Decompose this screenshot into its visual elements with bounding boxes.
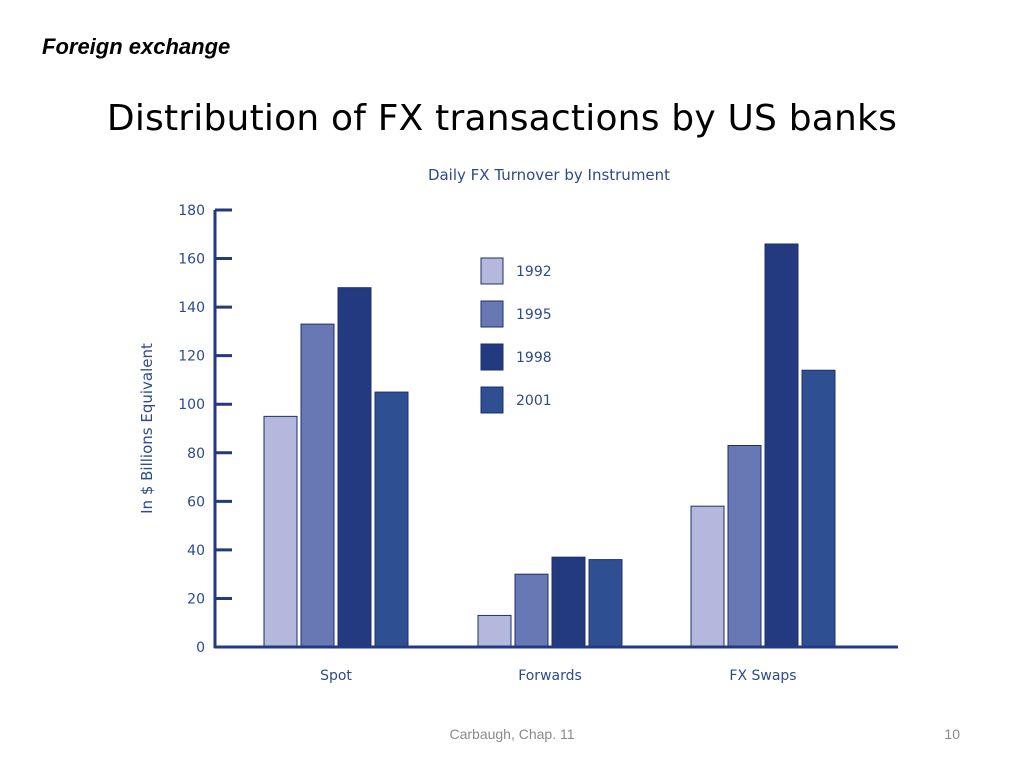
bar-spot-1995: [300, 323, 335, 648]
legend-swatch-1992: [480, 257, 504, 285]
legend-swatch-1998: [480, 343, 504, 371]
slide-title: Distribution of FX transactions by US ba…: [106, 98, 898, 139]
legend-swatch-2001: [480, 386, 504, 414]
bar-spot-1992: [263, 415, 298, 648]
x-axis-labels: Spot Forwards FX Swaps: [320, 668, 797, 684]
bar-forwards-2001: [588, 559, 623, 648]
y-tick-label: 120: [178, 349, 205, 365]
x-tick-label: Forwards: [518, 668, 582, 684]
bar-fx-swaps-1998: [764, 243, 799, 648]
y-tick-label: 80: [187, 446, 205, 462]
bar-forwards-1998: [551, 556, 586, 648]
y-tick-label: 60: [187, 494, 205, 510]
y-tick-label: 160: [178, 252, 205, 268]
bar-forwards-1995: [514, 573, 549, 648]
chart-title: Daily FX Turnover by Instrument: [428, 166, 670, 184]
bar-forwards-1992: [477, 614, 512, 648]
x-tick-label: Spot: [320, 668, 352, 684]
legend: 1992 1995 1998 2001: [480, 257, 552, 414]
y-axis-label: In $ Billions Equivalent: [138, 343, 156, 514]
legend-label: 1995: [516, 307, 552, 323]
footer-source: Carbaugh, Chap. 11: [449, 726, 575, 742]
page-number: 10: [944, 726, 960, 742]
y-tick-label: 0: [196, 640, 205, 656]
y-axis-ticks: 0 20 40 60 80 100 120 140 160 180: [178, 203, 232, 656]
bar-fx-swaps-1995: [727, 444, 762, 648]
x-tick-label: FX Swaps: [729, 668, 796, 684]
y-tick-label: 40: [187, 543, 205, 559]
y-tick-label: 140: [178, 300, 205, 316]
bar-fx-swaps-2001: [801, 369, 836, 648]
bars: [263, 243, 836, 648]
section-label: Foreign exchange: [42, 34, 231, 59]
legend-label: 1992: [516, 264, 552, 280]
legend-label: 2001: [516, 393, 552, 409]
bar-fx-swaps-1992: [690, 505, 725, 648]
y-tick-label: 20: [187, 591, 205, 607]
legend-label: 1998: [516, 350, 552, 366]
y-tick-label: 180: [178, 203, 205, 219]
legend-swatch-1995: [480, 300, 504, 328]
y-tick-label: 100: [178, 397, 205, 413]
bar-spot-2001: [374, 391, 409, 648]
bar-spot-1998: [337, 287, 372, 648]
